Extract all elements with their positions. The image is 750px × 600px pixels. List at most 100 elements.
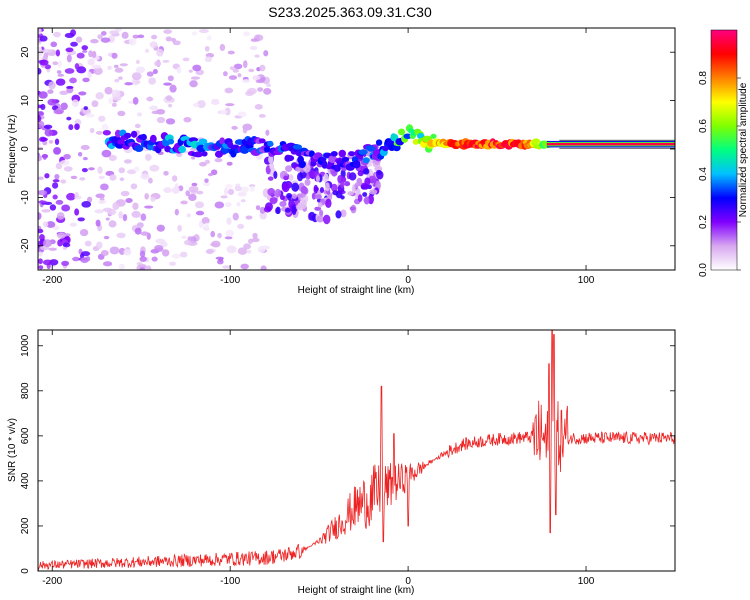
spectrogram-noise-mark [171,175,178,182]
spectrogram-noise-mark [49,204,57,211]
spectrogram-noise-mark [204,159,211,165]
spectrogram-noise-mark [150,34,158,40]
spectrogram-noise-mark [38,142,42,146]
spectrogram-noise-mark [101,149,112,158]
spectrogram-ridge-mark [267,140,274,147]
spectrogram-x-label: Height of straight line (km) [298,285,415,296]
spectrogram-y-tick-label: 0 [20,146,31,152]
spectrogram-noise-mark [75,36,83,43]
spectrogram-noise-mark [81,251,91,257]
spectrogram-noise-mark [163,82,172,86]
spectrogram-ridge-mark [298,160,306,168]
spectrogram-streak-mark [314,206,322,211]
spectrogram-noise-mark [74,191,79,199]
spectrogram-noise-mark [255,79,265,84]
spectrogram-noise-mark [234,185,242,192]
spectrogram-noise-mark [220,195,228,199]
spectrogram-noise-mark [95,92,104,100]
spectrogram-noise-mark [174,208,179,216]
spectrogram-ridge-mark [366,146,376,152]
spectrogram-noise-mark [70,29,77,37]
spectrogram-noise-mark [56,232,66,239]
colorbar-tick-label: 0.6 [698,119,709,133]
spectrogram-noise-mark [54,173,60,180]
spectrogram-noise-mark [196,100,206,109]
spectrogram-streak-mark [323,173,329,184]
spectrogram-noise-mark [42,153,47,160]
spectrogram-ridge-mark [258,138,266,144]
spectrogram-noise-mark [59,160,70,166]
spectrogram-noise-mark [242,79,251,83]
spectrogram-noise-mark [259,64,266,72]
spectrogram-noise-mark [223,187,229,196]
spectrogram-noise-mark [47,98,57,106]
spectrogram-noise-mark [44,64,52,70]
spectrogram-noise-mark [144,205,154,209]
spectrogram-noise-mark [122,213,128,222]
spectrogram-noise-mark [56,212,65,220]
spectrogram-noise-mark [69,222,77,227]
spectrogram-noise-mark [38,200,48,204]
spectrogram-noise-mark [183,116,192,123]
spectrogram-streak-mark [337,174,344,184]
spectrogram-ridge-mark [193,151,204,158]
spectrogram-noise-mark [140,213,147,221]
spectrogram-noise-mark [57,73,65,77]
spectrogram-noise-mark [57,60,62,68]
spectrogram-noise-mark [70,41,78,47]
spectrogram-streak-mark [362,192,368,197]
spectrogram-noise-mark [218,257,224,262]
spectrogram-noise-mark [217,232,222,239]
spectrogram-noise-mark [65,47,74,53]
spectrogram-noise-mark [76,52,85,59]
spectrogram-noise-mark [136,112,143,117]
spectrogram-ridge-mark [334,165,341,172]
spectrogram-noise-mark [64,68,75,74]
spectrogram-noise-mark [98,115,106,122]
spectrogram-noise-mark [38,28,42,35]
spectrogram-y-tick-label: -20 [20,238,31,253]
spectrogram-noise-mark [55,78,66,86]
spectrogram-noise-mark [165,36,172,42]
spectrogram-streak-mark [340,195,345,200]
spectrogram-noise-mark [224,87,234,94]
spectrogram-noise-mark [118,263,125,270]
spectrogram-noise-mark [131,210,141,218]
spectrogram-y-tick-label: -10 [20,190,31,205]
spectrogram-noise-mark [104,86,113,95]
spectrogram-noise-mark [204,222,209,230]
spectrogram-noise-mark [38,111,44,117]
spectrogram-streak-mark [315,175,320,183]
spectrogram-noise-mark [38,225,42,230]
spectrogram-streak-mark [357,170,364,177]
spectrogram-noise-mark [210,100,220,105]
spectrogram-noise-mark [266,83,272,88]
spectrogram-noise-mark [207,172,214,177]
spectrogram-noise-mark [168,103,173,108]
spectrogram-streak-mark [324,182,330,192]
spectrogram-noise-mark [127,169,137,175]
spectrogram-noise-mark [50,41,58,48]
spectrogram-noise-mark [146,71,154,77]
spectrogram-noise-mark [60,102,68,110]
spectrogram-streak-mark [269,162,275,171]
spectrogram-streak-mark [347,191,354,196]
spectrogram-noise-mark [123,159,132,164]
snr-x-tick-label: 0 [405,576,411,587]
spectrogram-noise-mark [219,43,226,52]
spectrogram-noise-mark [226,245,237,254]
spectrogram-noise-mark [113,64,119,69]
spectrogram-noise-mark [139,267,146,270]
snr-y-tick-label: 200 [20,517,31,534]
spectrogram-ridge-mark [412,138,420,145]
spectrogram-streak-mark [354,182,359,189]
spectrogram-noise-mark [189,80,198,88]
spectrogram-noise-mark [88,167,95,171]
spectrogram-noise-mark [225,103,235,107]
spectrogram-noise-mark [61,204,71,212]
spectrogram-noise-mark [61,260,70,266]
spectrogram-noise-mark [163,29,173,34]
spectrogram-noise-mark [263,88,272,95]
spectrogram-noise-mark [237,247,248,255]
